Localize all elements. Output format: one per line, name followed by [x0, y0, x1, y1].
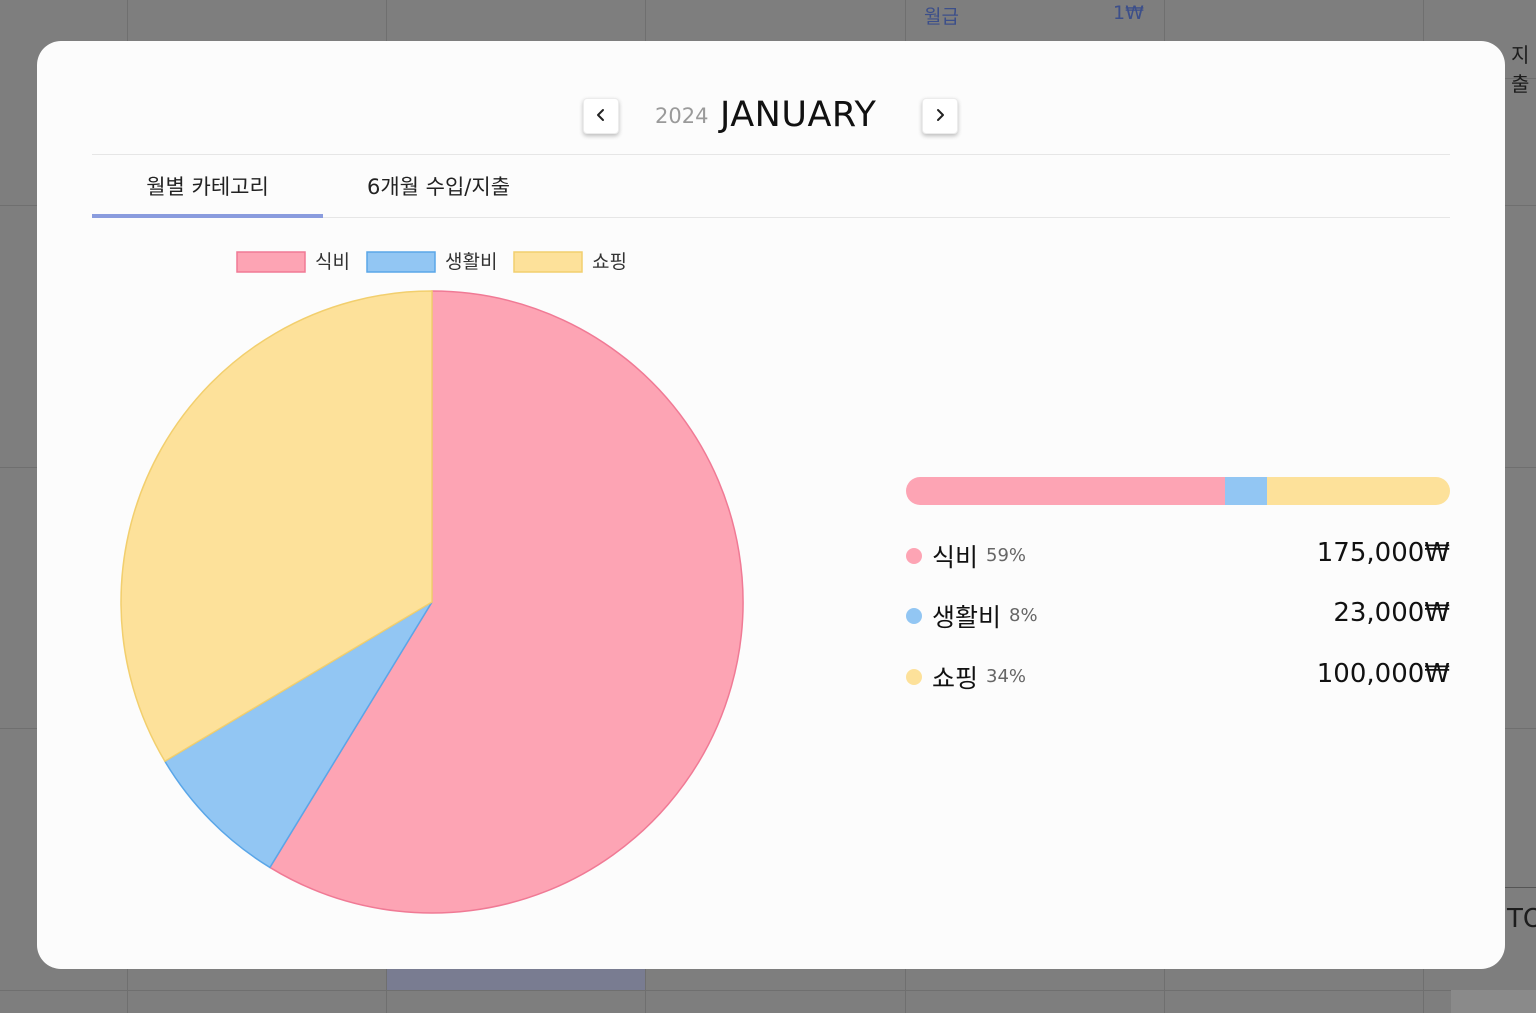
- legend-swatch: [366, 251, 436, 273]
- pie-slice-living[interactable]: [163, 601, 433, 869]
- category-amount: 175,000₩: [1316, 538, 1450, 568]
- total-side-label: TO: [1507, 904, 1536, 934]
- category-pie-chart: 식비 생활비 쇼핑: [120, 251, 744, 914]
- legend-label: 생활비: [445, 251, 497, 273]
- tab-bar: 월별 카테고리 6개월 수입/지출: [92, 155, 1450, 218]
- category-dot: [906, 548, 922, 564]
- legend-swatch: [513, 251, 583, 273]
- month-navigation: 2024 JANUARY: [37, 95, 1505, 138]
- pie-slice-shopping[interactable]: [120, 290, 433, 763]
- salary-amount: 1₩: [1113, 2, 1144, 24]
- category-name: 쇼핑: [932, 664, 979, 693]
- calendar-today-cell: [387, 969, 645, 990]
- legend-label: 식비: [315, 251, 350, 273]
- pie-slice-food[interactable]: [268, 290, 744, 914]
- category-row-shopping: 쇼핑 34% 100,000₩: [906, 659, 1450, 695]
- legend-item-food[interactable]: 식비: [236, 251, 350, 273]
- chevron-right-icon: [933, 107, 947, 126]
- calendar-grid-line: [0, 990, 1536, 991]
- legend-label: 쇼핑: [592, 251, 627, 273]
- next-month-button[interactable]: [922, 98, 958, 134]
- category-percent: 34%: [986, 666, 1027, 687]
- legend-item-living[interactable]: 생활비: [366, 251, 497, 273]
- category-amount: 100,000₩: [1316, 659, 1450, 689]
- legend-item-shopping[interactable]: 쇼핑: [513, 251, 627, 273]
- category-percent: 8%: [1009, 605, 1038, 626]
- chevron-left-icon: [594, 107, 608, 126]
- ratio-bar-segment-food: [906, 477, 1226, 505]
- category-dot: [906, 669, 922, 685]
- prev-month-button[interactable]: [583, 98, 619, 134]
- legend-swatch: [236, 251, 306, 273]
- tab-monthly-category[interactable]: 월별 카테고리: [92, 155, 323, 218]
- divider: [92, 154, 1450, 155]
- calendar-grid-line: [1505, 78, 1536, 79]
- category-dot: [906, 608, 922, 624]
- ratio-bar-segment-shopping: [1267, 477, 1450, 505]
- category-amount: 23,000₩: [1333, 598, 1450, 628]
- calendar-cell: [1451, 990, 1536, 1013]
- statistics-modal: 2024 JANUARY 월별 카테고리 6개월 수입/지출 식비 생활비 쇼핑 식…: [37, 41, 1505, 969]
- ratio-bar-segment-living: [1225, 477, 1268, 505]
- category-percent: 59%: [986, 545, 1027, 566]
- expense-side-label: 지출: [1511, 43, 1530, 96]
- category-row-food: 식비 59% 175,000₩: [906, 538, 1450, 574]
- salary-label: 월급: [924, 6, 959, 28]
- category-ratio-bar: [906, 477, 1450, 505]
- category-row-living: 생활비 8% 23,000₩: [906, 598, 1450, 634]
- tab-six-month-income-expense[interactable]: 6개월 수입/지출: [366, 175, 511, 199]
- category-name: 생활비: [932, 603, 1002, 632]
- month-label: JANUARY: [720, 95, 877, 135]
- category-name: 식비: [932, 543, 979, 572]
- calendar-grid-line: [1505, 887, 1536, 888]
- year-label: 2024: [655, 104, 709, 128]
